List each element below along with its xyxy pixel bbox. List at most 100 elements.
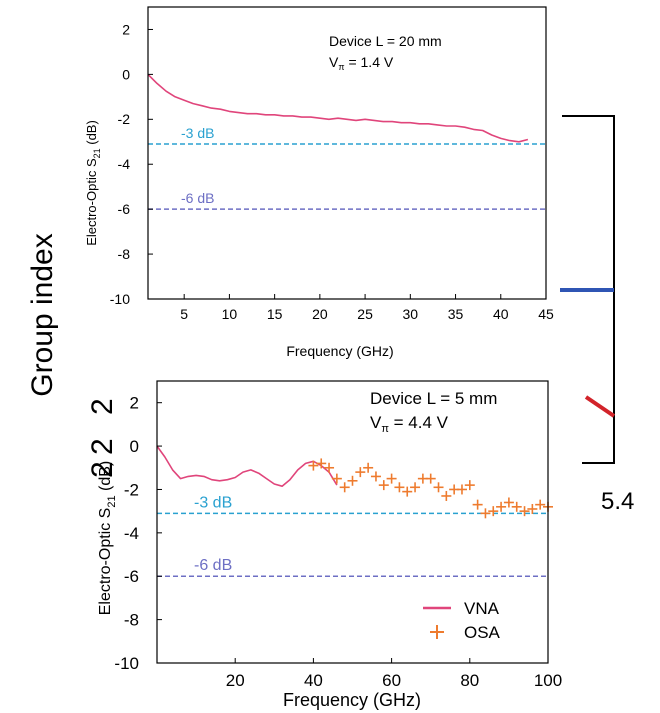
bottom-chart-ref-label-3db: -3 dB: [194, 494, 232, 511]
bottom-chart-osa-point: [386, 473, 397, 484]
top-chart: -3 dB-6 dB 5 10 15 20 25 30 35 40 45 20-2-4-6-8-…: [76, 0, 560, 368]
background-ylabel: Group index: [26, 233, 59, 396]
bottom-chart-osa-point: [425, 473, 436, 484]
top-chart-ytick-label: -6: [118, 201, 131, 217]
bottom-chart-xtick-label: 80: [460, 671, 479, 690]
legend-vna-label: VNA: [464, 599, 500, 618]
bottom-chart-ytick-label: 0: [130, 437, 139, 456]
bottom-chart-ylabel-sub: 21: [106, 495, 118, 507]
bottom-chart-xtick-label: 20: [226, 671, 245, 690]
top-chart-ytick-label: 2: [122, 21, 130, 37]
bottom-chart-ref-label-6db: -6 dB: [194, 557, 232, 574]
top-chart-xtick-label: 20: [312, 306, 328, 322]
top-chart-ref-label-3db: -3 dB: [181, 125, 214, 141]
bottom-chart-xtick-label: 60: [382, 671, 401, 690]
background-tick-label: 5.4: [601, 488, 634, 515]
bottom-chart-osa-point: [410, 482, 421, 493]
bottom-chart-osa-point: [378, 480, 389, 491]
bottom-chart-osa-point: [496, 501, 507, 512]
bottom-chart-osa-point: [519, 506, 530, 517]
bottom-chart-annotation-line1: Device L = 5 mm: [370, 389, 497, 408]
top-chart-ref-label-6db: -6 dB: [181, 190, 214, 206]
top-chart-ytick-label: -4: [118, 156, 131, 172]
background-fragment-a: 2: [86, 398, 119, 415]
bottom-chart-annotation-sub: π: [381, 423, 389, 435]
legend-osa-label: OSA: [464, 623, 501, 642]
bottom-chart-ytick-label: -2: [124, 480, 139, 499]
top-chart-annotation-v: V: [329, 54, 339, 70]
bottom-chart-legend: VNA OSA: [423, 599, 501, 642]
top-chart-xtick-label: 35: [448, 306, 464, 322]
top-chart-xlabel: Frequency (GHz): [286, 343, 393, 359]
top-chart-ytick-label: -2: [118, 111, 131, 127]
background-red-line: [584, 395, 616, 418]
bottom-chart-osa-point: [472, 499, 483, 510]
bottom-chart-osa-point: [394, 482, 405, 493]
top-chart-ytick-label: -10: [110, 291, 130, 307]
top-chart-series-line: [147, 73, 529, 143]
bottom-chart-series-vna: [156, 445, 338, 488]
top-chart-annotation-line1: Device L = 20 mm: [329, 33, 442, 49]
bottom-chart-osa-point: [503, 497, 514, 508]
bottom-chart-osa-point: [464, 480, 475, 491]
top-chart-panel: [76, 0, 560, 368]
bottom-chart-osa-point: [347, 475, 358, 486]
top-chart-ylabel-unit: (dB): [84, 120, 99, 148]
top-chart-annotation-sub: π: [338, 62, 344, 72]
top-chart-ytick-label: -8: [118, 246, 131, 262]
bottom-chart-annotation-value: = 4.4 V: [389, 413, 449, 432]
bottom-chart-ytick-label: -8: [124, 611, 139, 630]
top-chart-xtick-label: 30: [403, 306, 419, 322]
bottom-chart-osa-point: [316, 458, 327, 469]
top-chart-xtick-label: 5: [180, 306, 188, 322]
bottom-chart-panel: [120, 372, 575, 713]
bottom-chart-osa-point: [456, 484, 467, 495]
bottom-chart-annotation-line2: Vπ = 4.4 V: [370, 413, 449, 435]
bottom-chart-osa-point: [355, 467, 366, 478]
top-chart-ylabel-sub: 21: [92, 148, 102, 158]
bottom-chart-xtick-label: 40: [304, 671, 323, 690]
bottom-chart-ylabel-unit: (dB): [97, 461, 114, 496]
bottom-chart-ylabel-main: Electro-Optic S: [97, 508, 114, 616]
background-fragment-b: 2: [86, 438, 119, 455]
legend-osa-swatch: [430, 625, 444, 639]
bottom-chart-xlabel: Frequency (GHz): [283, 690, 421, 710]
background-plot: Group index 5.4 2 2 2: [26, 115, 634, 515]
bottom-chart-osa-point: [535, 499, 546, 510]
bottom-chart-osa-point: [370, 471, 381, 482]
bottom-chart-xtick-label: 100: [534, 671, 562, 690]
bottom-chart-osa-point: [511, 501, 522, 512]
bottom-chart-ytick-label: -4: [124, 524, 139, 543]
bottom-chart-osa-point: [402, 486, 413, 497]
bottom-chart-osa-point: [363, 462, 374, 473]
bottom-chart-osa-point: [339, 482, 350, 493]
bottom-chart-osa-point: [441, 490, 452, 501]
bottom-chart: -3 dB-6 dB 20 40 60 80 100 20-2-4-6-8-10 Fre…: [97, 372, 575, 713]
bottom-chart-annotation-v: V: [370, 413, 382, 432]
bottom-chart-osa-point: [433, 482, 444, 493]
top-chart-xtick-label: 25: [357, 306, 373, 322]
bottom-chart-ytick-label: -10: [114, 654, 139, 673]
top-chart-annotation-line2: Vπ = 1.4 V: [329, 54, 394, 72]
top-chart-xtick-label: 10: [222, 306, 238, 322]
bottom-chart-osa-point: [480, 508, 491, 519]
top-chart-plot-frame: [147, 6, 547, 300]
top-chart-xtick-label: 45: [538, 306, 554, 322]
top-chart-xtick-label: 15: [267, 306, 283, 322]
bottom-chart-ytick-label: 2: [130, 394, 139, 413]
bottom-chart-osa-point: [331, 473, 342, 484]
top-chart-ylabel: Electro-Optic S21 (dB): [84, 120, 102, 246]
bottom-chart-osa-point: [488, 506, 499, 517]
bottom-chart-ytick-label: -6: [124, 567, 139, 586]
top-chart-xtick-label: 40: [493, 306, 509, 322]
bottom-chart-osa-point: [324, 462, 335, 473]
bottom-chart-plot-frame: [156, 380, 549, 664]
top-chart-ytick-label: 0: [122, 66, 130, 82]
top-chart-annotation-value: = 1.4 V: [345, 54, 394, 70]
bottom-chart-ylabel: Electro-Optic S21 (dB): [97, 461, 118, 616]
background-fragment-c: 2: [86, 461, 119, 478]
top-chart-ylabel-main: Electro-Optic S: [84, 158, 99, 246]
bottom-chart-osa-point: [527, 503, 538, 514]
bottom-chart-osa-point: [308, 460, 319, 471]
